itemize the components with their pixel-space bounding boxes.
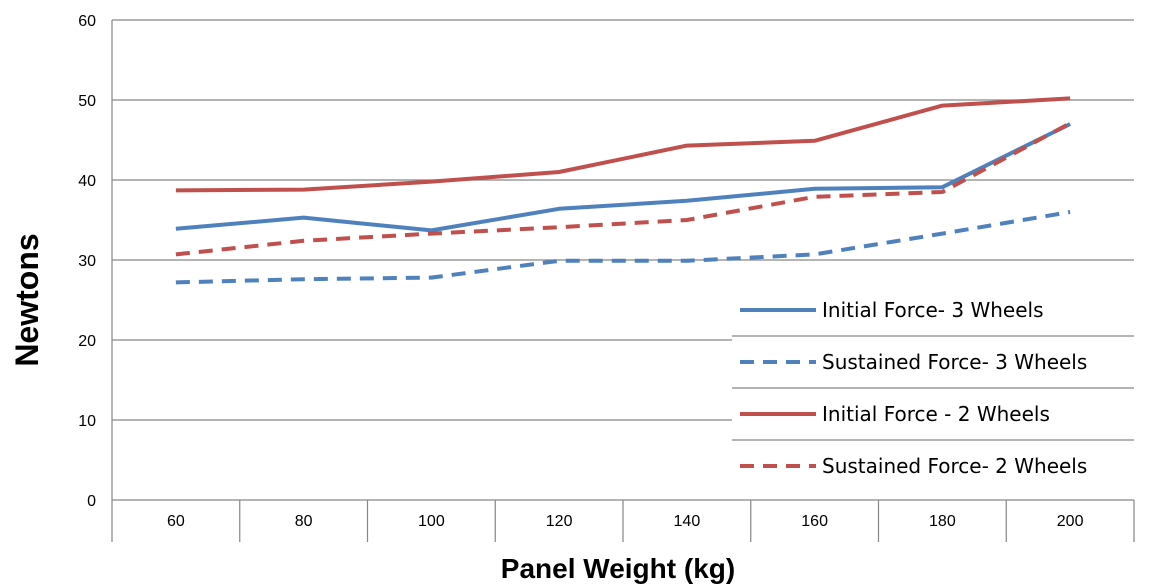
- y-tick-label: 20: [78, 333, 96, 350]
- legend-label: Initial Force- 3 Wheels: [822, 298, 1044, 322]
- x-axis-title: Panel Weight (kg): [501, 553, 735, 584]
- y-tick-label: 60: [78, 13, 96, 30]
- y-axis-title: Newtons: [9, 233, 45, 366]
- x-tick-label: 140: [674, 513, 701, 530]
- y-tick-label: 30: [78, 253, 96, 270]
- y-tick-label: 0: [87, 493, 96, 510]
- legend: Initial Force- 3 Wheels Sustained Force- …: [732, 284, 1134, 492]
- x-tick-label: 100: [418, 513, 445, 530]
- series-line-3: [176, 98, 1070, 190]
- y-tick-label: 10: [78, 413, 96, 430]
- y-tick-label: 40: [78, 173, 96, 190]
- legend-label: Sustained Force- 3 Wheels: [822, 350, 1087, 374]
- x-tick-label: 80: [295, 513, 313, 530]
- series-line-1: [176, 124, 1070, 230]
- x-tick-label: 60: [167, 513, 185, 530]
- y-tick-label: 50: [78, 93, 96, 110]
- x-tick-label: 120: [546, 513, 573, 530]
- x-tick-label: 200: [1057, 513, 1084, 530]
- legend-label: Initial Force - 2 Wheels: [822, 402, 1050, 426]
- x-tick-label: 180: [929, 513, 956, 530]
- legend-label: Sustained Force- 2 Wheels: [822, 454, 1087, 478]
- series-lines: [176, 98, 1070, 282]
- x-tick-label: 160: [801, 513, 828, 530]
